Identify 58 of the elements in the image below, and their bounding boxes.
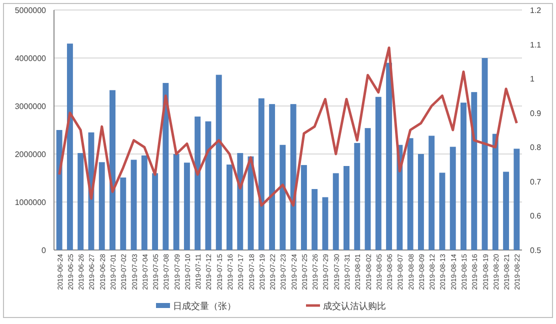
bar (514, 148, 520, 250)
y2-tick-label: 1 (530, 74, 535, 84)
y2-tick-label: 0.9 (530, 108, 542, 118)
y-tick-label: 1000000 (14, 198, 47, 207)
bar (152, 173, 158, 250)
bar (439, 172, 446, 250)
bar (300, 165, 307, 250)
bar (290, 104, 296, 250)
bar (184, 162, 190, 250)
bar (205, 121, 212, 250)
y-tick-label: 4000000 (14, 54, 47, 63)
bar (364, 128, 371, 250)
bar (450, 146, 456, 250)
bar (110, 90, 116, 250)
bar (482, 58, 488, 250)
bar (141, 155, 148, 250)
bar (492, 134, 498, 250)
y2-tick-label: 1.2 (530, 6, 542, 15)
bar (280, 144, 286, 250)
bar (237, 153, 244, 250)
bar (216, 74, 222, 250)
bar (322, 197, 328, 250)
bar (269, 104, 276, 250)
bar (344, 166, 350, 250)
bar (120, 178, 126, 250)
bar (66, 44, 73, 250)
y-tick-label: 0 (42, 246, 47, 255)
y2-tick-label: 0.6 (530, 212, 542, 221)
bar (56, 130, 62, 250)
y2-tick-label: 0.5 (530, 246, 542, 255)
legend-label: 成交认沽认购比 (323, 301, 386, 311)
bar (78, 153, 84, 250)
bar (162, 82, 169, 250)
bar (460, 102, 466, 250)
bar (386, 62, 392, 250)
bar (407, 138, 414, 250)
bar (418, 154, 424, 250)
bar (226, 164, 232, 250)
bar (98, 162, 105, 250)
bar (354, 142, 360, 250)
bar (173, 154, 180, 250)
bar (332, 173, 339, 250)
bar (503, 172, 510, 250)
y2-tick-label: 0.8 (530, 143, 542, 152)
bar (428, 136, 435, 250)
bar (375, 96, 382, 250)
bar (471, 92, 478, 250)
y-tick-label: 5000000 (14, 6, 47, 15)
bar (258, 98, 264, 250)
y2-tick-label: 0.7 (530, 177, 542, 186)
y-tick-label: 2000000 (14, 150, 47, 159)
legend-label: 日成交量（张） (173, 301, 236, 311)
bar (312, 189, 318, 250)
bar (194, 116, 201, 250)
line-series (58, 46, 518, 207)
y-tick-label: 3000000 (14, 102, 47, 111)
bar (130, 160, 137, 250)
y2-tick-label: 1.1 (530, 40, 542, 50)
